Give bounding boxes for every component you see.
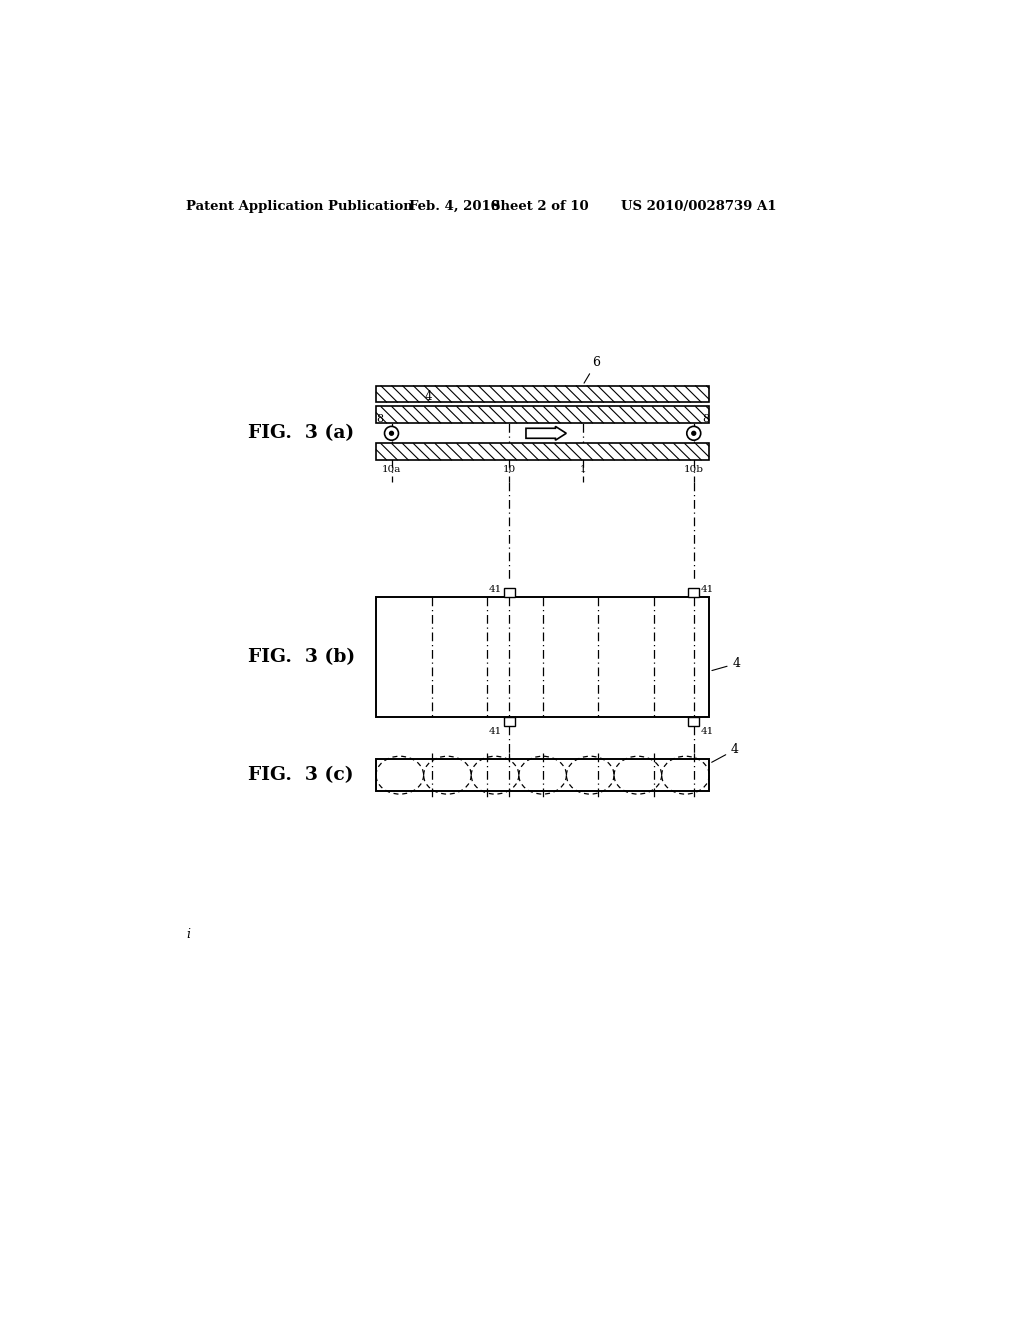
Text: 6: 6	[584, 355, 600, 383]
Circle shape	[389, 432, 393, 436]
Text: 10a: 10a	[382, 465, 401, 474]
Text: 41: 41	[489, 585, 503, 594]
Text: US 2010/0028739 A1: US 2010/0028739 A1	[621, 199, 776, 213]
Text: FIG.  3 (c): FIG. 3 (c)	[248, 766, 353, 784]
Bar	[376, 407, 710, 424]
Bar	[376, 444, 710, 461]
Text: 8: 8	[376, 414, 383, 424]
Text: i: i	[186, 928, 190, 941]
FancyArrow shape	[526, 426, 566, 441]
Text: 4: 4	[712, 657, 740, 671]
Text: 41: 41	[700, 585, 714, 594]
Bar	[504, 717, 515, 726]
Text: Feb. 4, 2010: Feb. 4, 2010	[410, 199, 500, 213]
Bar	[376, 385, 710, 403]
Circle shape	[687, 426, 700, 441]
Circle shape	[385, 426, 398, 441]
Bar	[688, 717, 699, 726]
Text: FIG.  3 (b): FIG. 3 (b)	[248, 648, 355, 667]
Bar	[504, 589, 515, 597]
Text: 4: 4	[425, 391, 432, 404]
Text: Patent Application Publication: Patent Application Publication	[186, 199, 413, 213]
Bar	[688, 589, 699, 597]
Text: 1: 1	[580, 465, 586, 474]
Bar	[376, 759, 710, 792]
Text: 10: 10	[503, 465, 516, 474]
Bar	[376, 597, 710, 717]
Text: FIG.  3 (a): FIG. 3 (a)	[248, 424, 354, 442]
Text: Sheet 2 of 10: Sheet 2 of 10	[490, 199, 589, 213]
Text: 41: 41	[700, 727, 714, 737]
Text: 4: 4	[712, 743, 739, 763]
Circle shape	[692, 432, 695, 436]
Text: 41: 41	[489, 727, 503, 737]
Text: 10b: 10b	[684, 465, 703, 474]
Text: 8: 8	[702, 414, 710, 424]
